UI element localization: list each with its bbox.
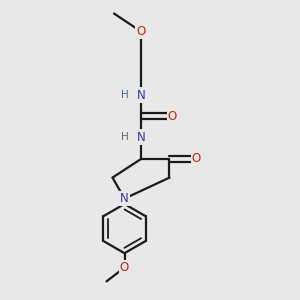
Text: H: H <box>121 132 128 142</box>
Text: H: H <box>121 90 128 100</box>
Text: O: O <box>136 25 146 38</box>
Text: N: N <box>136 130 146 144</box>
Text: O: O <box>168 110 177 123</box>
Text: N: N <box>120 192 129 205</box>
Text: O: O <box>120 261 129 274</box>
Text: N: N <box>136 88 146 102</box>
Text: O: O <box>192 152 201 166</box>
